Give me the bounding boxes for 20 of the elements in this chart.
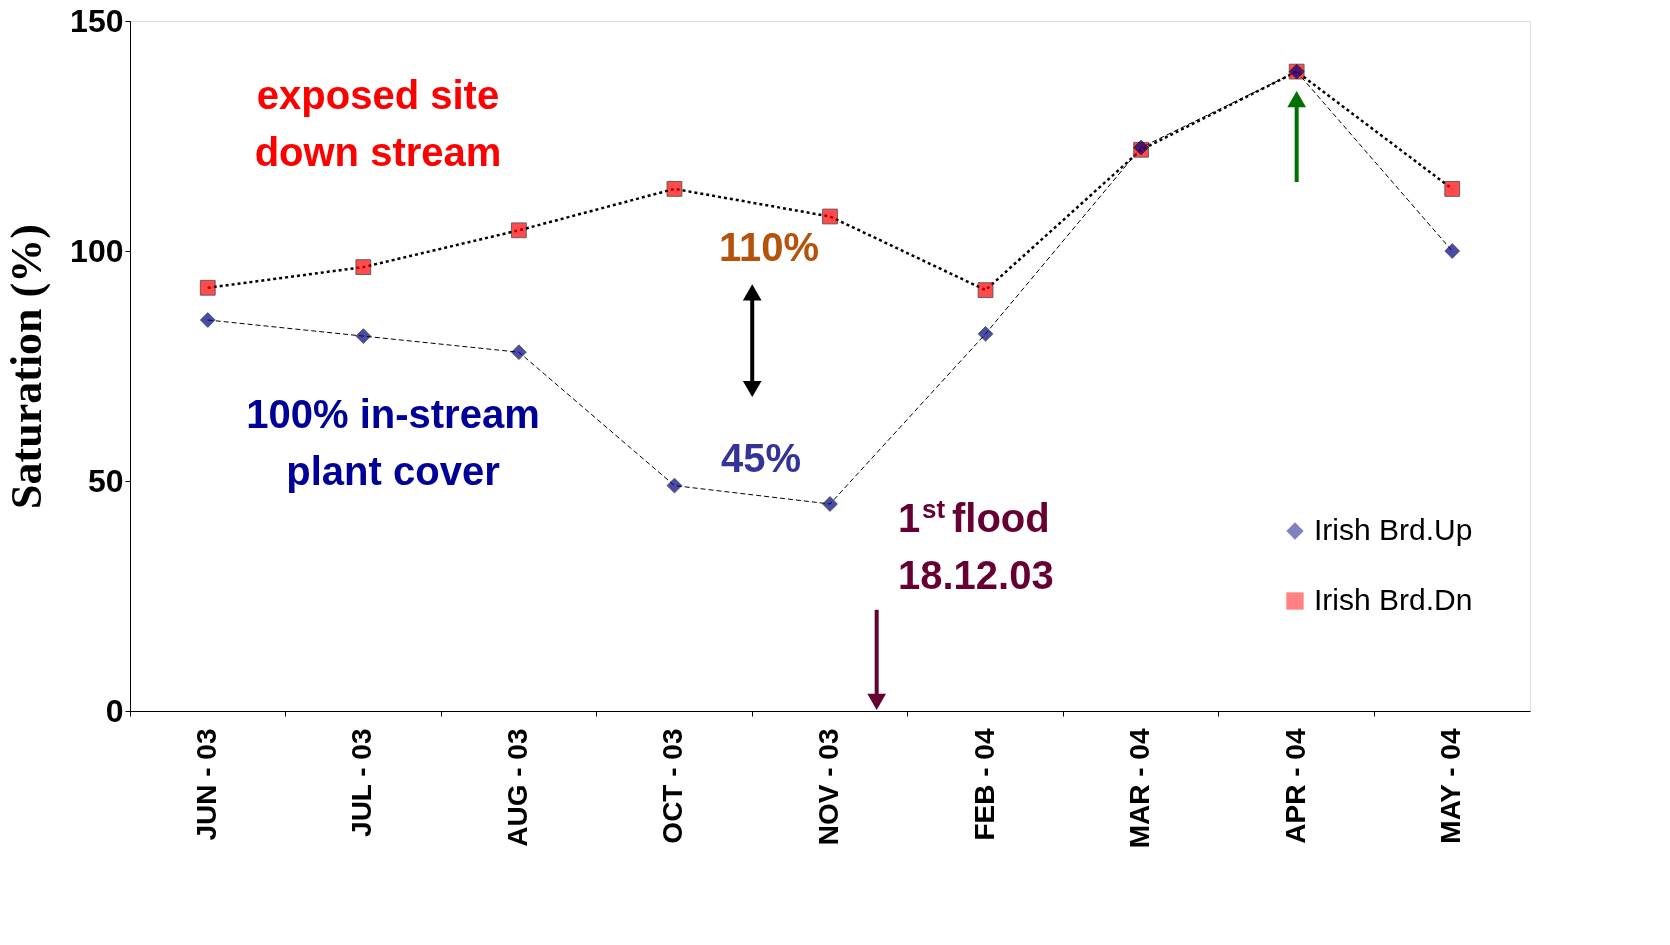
annotation: 100% in-stream plant cover	[246, 392, 540, 493]
y-tick-label: 150	[70, 2, 124, 39]
legend-label: Irish Brd.Dn	[1314, 583, 1473, 616]
x-tick-label: JUN - 03	[190, 728, 222, 841]
x-tick-label: OCT - 03	[657, 728, 689, 844]
x-tick-label: JUL - 03	[346, 728, 378, 837]
x-tick-label: FEB - 04	[968, 728, 1000, 841]
legend-label: Irish Brd.Up	[1314, 513, 1473, 546]
x-tick-label: MAR - 04	[1124, 728, 1156, 849]
x-tick-label: MAY - 04	[1435, 728, 1467, 844]
annotation: exposed site down stream	[254, 73, 502, 174]
annotation: 45%	[720, 436, 802, 480]
y-tick-label: 0	[105, 692, 124, 729]
y-tick-label: 100	[70, 232, 124, 269]
x-tick-label: APR - 04	[1279, 728, 1311, 844]
y-axis-title: Saturation (%)	[2, 224, 52, 509]
x-tick-label: AUG - 03	[501, 728, 533, 847]
y-tick-label: 50	[87, 462, 124, 499]
annotation: 110%	[718, 225, 820, 269]
x-tick-label: NOV - 03	[813, 728, 844, 846]
